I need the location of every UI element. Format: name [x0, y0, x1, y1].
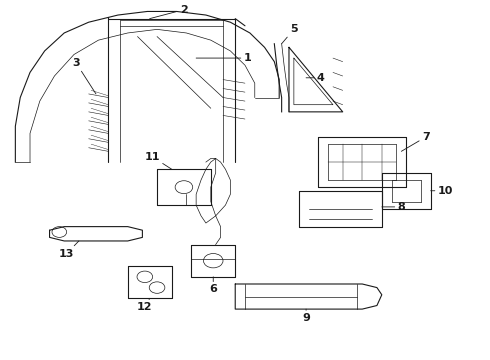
Text: 6: 6 [209, 277, 217, 294]
Text: 9: 9 [302, 309, 310, 323]
Text: 10: 10 [431, 186, 453, 196]
Text: 13: 13 [59, 241, 79, 258]
Text: 8: 8 [382, 202, 405, 212]
Text: 7: 7 [401, 132, 430, 151]
Text: 11: 11 [145, 152, 171, 169]
Text: 5: 5 [282, 24, 297, 44]
Text: 1: 1 [196, 53, 251, 63]
Text: 3: 3 [73, 58, 96, 94]
Text: 2: 2 [150, 5, 188, 19]
Text: 4: 4 [306, 73, 325, 83]
Text: 12: 12 [137, 298, 152, 312]
